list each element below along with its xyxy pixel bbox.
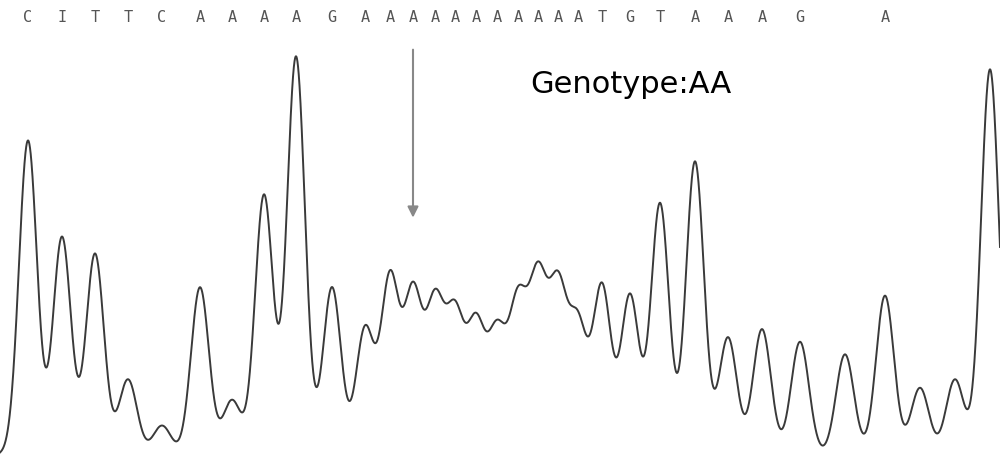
Text: C: C <box>23 10 33 25</box>
Text: T: T <box>655 10 665 25</box>
Text: A: A <box>492 10 502 25</box>
Text: T: T <box>123 10 133 25</box>
Text: A: A <box>408 10 418 25</box>
Text: G: G <box>327 10 337 25</box>
Text: A: A <box>259 10 269 25</box>
Text: A: A <box>690 10 700 25</box>
Text: A: A <box>723 10 733 25</box>
Text: A: A <box>573 10 583 25</box>
Text: A: A <box>553 10 563 25</box>
Text: A: A <box>757 10 767 25</box>
Text: A: A <box>291 10 301 25</box>
Text: A: A <box>450 10 460 25</box>
Text: Genotype:AA: Genotype:AA <box>530 70 731 99</box>
Text: A: A <box>385 10 395 25</box>
Text: A: A <box>195 10 205 25</box>
Text: G: G <box>795 10 805 25</box>
Text: T: T <box>597 10 607 25</box>
Text: A: A <box>513 10 523 25</box>
Text: A: A <box>533 10 543 25</box>
Text: A: A <box>880 10 890 25</box>
Text: A: A <box>430 10 440 25</box>
Text: A: A <box>227 10 237 25</box>
Text: T: T <box>90 10 100 25</box>
Text: C: C <box>157 10 167 25</box>
Text: A: A <box>471 10 481 25</box>
Text: A: A <box>360 10 370 25</box>
Text: G: G <box>625 10 635 25</box>
Text: I: I <box>57 10 67 25</box>
